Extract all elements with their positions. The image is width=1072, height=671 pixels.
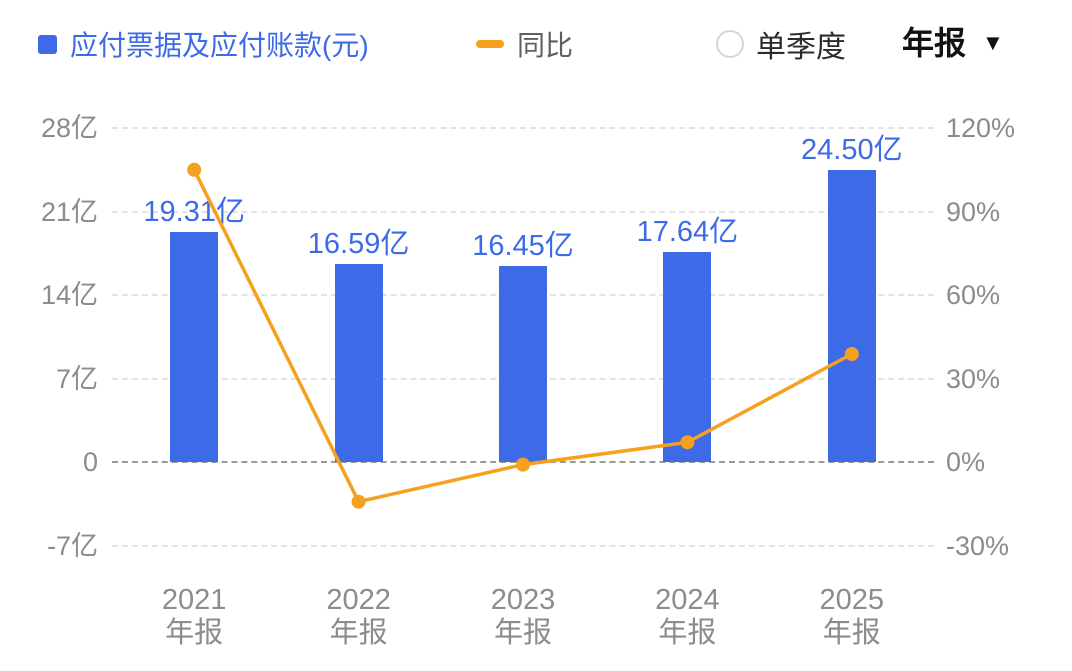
yoy-trend-line bbox=[187, 162, 859, 509]
bar-value-label: 17.64亿 bbox=[636, 215, 739, 248]
legend-bar-label: 应付票据及应付账款(元) bbox=[70, 30, 369, 61]
x-axis-label: 2022 年报 bbox=[326, 584, 391, 649]
bar-2025 bbox=[827, 169, 876, 463]
chart-header: 应付票据及应付账款(元) 同比 单季度 年报 ▼ bbox=[0, 0, 1072, 72]
line-series-swatch-icon bbox=[476, 40, 504, 48]
report-period-label: 年报 bbox=[902, 25, 967, 61]
bar-value-label: 16.59亿 bbox=[307, 228, 410, 261]
left-axis-tick-label: -7亿 bbox=[46, 531, 98, 561]
gridline bbox=[112, 545, 934, 547]
line-point bbox=[351, 494, 366, 509]
line-point bbox=[844, 346, 859, 361]
bar-series-swatch-icon bbox=[38, 34, 57, 54]
legend-line-label: 同比 bbox=[517, 30, 574, 61]
x-axis-label: 2024 年报 bbox=[655, 584, 720, 649]
single-quarter-label: 单季度 bbox=[756, 31, 846, 64]
left-axis-tick-label: 0 bbox=[82, 447, 98, 478]
right-axis-tick-label: 120% bbox=[946, 113, 1016, 143]
bar-value-label: 16.45亿 bbox=[472, 229, 574, 262]
plot-area[interactable]: 19.31亿 16.59亿 16.45亿 17.64亿 24.50亿 bbox=[112, 127, 934, 547]
line-point bbox=[680, 435, 695, 450]
x-axis-label: 2025 年报 bbox=[819, 584, 885, 649]
bar-value-label: 19.31亿 bbox=[143, 195, 245, 228]
bar-2023 bbox=[499, 265, 547, 463]
right-axis: 120% 90% 60% 30% 0% -30% bbox=[946, 113, 1066, 561]
right-axis-tick-label: -30% bbox=[946, 531, 1010, 561]
left-axis-tick-label: 7亿 bbox=[55, 363, 98, 394]
report-period-dropdown[interactable]: 年报 ▼ bbox=[902, 18, 1004, 64]
bar-value-label: 24.50亿 bbox=[801, 133, 903, 166]
legend-bar-series[interactable]: 应付票据及应付账款(元) bbox=[38, 24, 369, 64]
right-axis-tick-label: 30% bbox=[946, 363, 1001, 394]
left-axis-tick-label: 28亿 bbox=[40, 113, 98, 143]
left-axis-tick-label: 21亿 bbox=[40, 196, 98, 227]
legend-line-series[interactable]: 同比 bbox=[476, 24, 573, 64]
trend-line-path bbox=[192, 169, 853, 504]
right-axis-tick-label: 60% bbox=[946, 280, 1001, 311]
gridline bbox=[112, 127, 934, 129]
line-point bbox=[516, 457, 530, 472]
gridline bbox=[112, 210, 934, 213]
chevron-down-icon: ▼ bbox=[982, 30, 1004, 55]
radio-circle-icon bbox=[716, 30, 744, 58]
right-axis-tick-label: 90% bbox=[946, 196, 1001, 227]
bar-2024 bbox=[663, 251, 712, 463]
left-axis: 28亿 21亿 14亿 7亿 0 -7亿 bbox=[0, 113, 98, 561]
bar-2022 bbox=[334, 264, 383, 463]
left-axis-tick-label: 14亿 bbox=[40, 280, 98, 311]
x-axis-label: 2021 年报 bbox=[161, 584, 227, 649]
bar-2021 bbox=[170, 231, 219, 463]
x-axis: 2021 年报 2022 年报 2023 年报 2024 年报 2025 年报 bbox=[0, 584, 1072, 664]
right-axis-tick-label: 0% bbox=[946, 447, 986, 478]
x-axis-label: 2023 年报 bbox=[490, 584, 556, 649]
single-quarter-radio[interactable]: 单季度 bbox=[716, 22, 846, 66]
line-point bbox=[187, 162, 202, 177]
